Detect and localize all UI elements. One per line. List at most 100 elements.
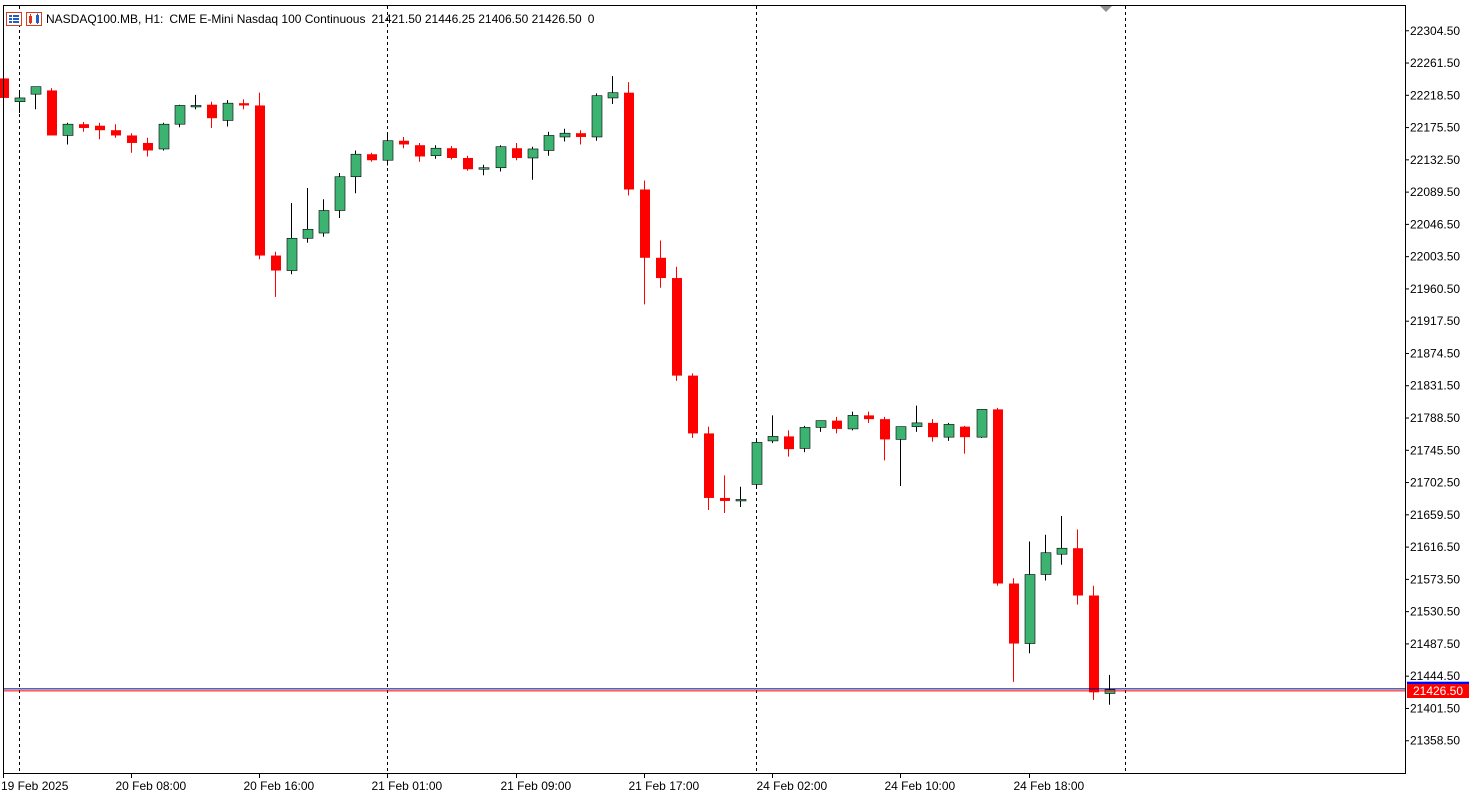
candle[interactable]	[478, 164, 490, 176]
candle[interactable]	[943, 422, 955, 441]
y-tick-label: 21960.50	[1410, 282, 1460, 296]
candle[interactable]	[591, 93, 603, 141]
candle[interactable]	[767, 415, 779, 444]
candle[interactable]	[1024, 541, 1036, 654]
candle[interactable]	[847, 411, 859, 431]
chart-ohlc: 21421.50 21446.25 21406.50 21426.50	[371, 12, 582, 26]
y-tick-label: 22089.50	[1410, 185, 1460, 199]
candle[interactable]	[143, 137, 153, 157]
candle[interactable]	[334, 172, 346, 219]
candle[interactable]	[704, 426, 714, 510]
candle[interactable]	[415, 142, 425, 162]
candle[interactable]	[527, 146, 539, 180]
candle[interactable]	[95, 122, 105, 140]
candle[interactable]	[576, 130, 586, 145]
candle[interactable]	[286, 203, 298, 275]
candle-body	[222, 102, 234, 121]
time-axis[interactable]: 19 Feb 2025 20 Feb 08:00 20 Feb 16:00 21 Fe…	[1, 773, 1085, 793]
candle[interactable]	[399, 136, 409, 149]
candle-body	[286, 237, 298, 271]
y-tick-label: 22218.50	[1410, 88, 1460, 102]
candle[interactable]	[832, 416, 842, 434]
candle-body	[158, 123, 170, 150]
candlestick-series[interactable]	[0, 76, 1116, 705]
candle[interactable]	[993, 407, 1003, 586]
one-click-trading-icon[interactable]	[26, 12, 42, 26]
candle[interactable]	[222, 100, 234, 127]
candle[interactable]	[1056, 515, 1068, 565]
candle[interactable]	[720, 475, 730, 513]
candle[interactable]	[1104, 674, 1116, 705]
chart-list-icon[interactable]	[6, 12, 22, 26]
candle[interactable]	[815, 420, 827, 432]
candle[interactable]	[190, 94, 202, 110]
candle[interactable]	[447, 145, 457, 160]
candle[interactable]	[127, 133, 137, 153]
candle[interactable]	[799, 425, 811, 453]
candle[interactable]	[382, 133, 394, 166]
candle[interactable]	[784, 430, 794, 457]
candle-body	[624, 92, 634, 190]
candle[interactable]	[656, 240, 666, 288]
candle[interactable]	[0, 78, 9, 98]
candle[interactable]	[624, 82, 634, 196]
candle[interactable]	[350, 150, 362, 194]
candle[interactable]	[640, 180, 650, 305]
candle[interactable]	[735, 486, 747, 507]
candle[interactable]	[1073, 529, 1083, 605]
chart-shift-marker-icon[interactable]	[1100, 6, 1112, 12]
candle[interactable]	[895, 426, 907, 486]
candle[interactable]	[880, 416, 890, 461]
candle[interactable]	[495, 145, 507, 172]
candle[interactable]	[1089, 585, 1099, 700]
candle-body	[591, 95, 603, 138]
candle[interactable]	[318, 199, 330, 237]
current-price-label-text: 21426.50	[1413, 684, 1463, 698]
candle[interactable]	[174, 104, 186, 128]
candle[interactable]	[367, 152, 377, 162]
candle[interactable]	[976, 409, 988, 438]
candle[interactable]	[239, 99, 249, 110]
candle[interactable]	[47, 88, 57, 136]
candle[interactable]	[62, 122, 74, 145]
candle-body	[334, 176, 346, 211]
candle-body	[847, 415, 859, 430]
candle[interactable]	[543, 131, 555, 156]
candle[interactable]	[463, 155, 473, 171]
candle[interactable]	[1040, 534, 1052, 581]
candle-body	[79, 124, 89, 128]
candle-body	[415, 145, 425, 157]
y-tick-label: 21530.50	[1410, 605, 1460, 619]
candle-body	[111, 130, 121, 136]
candle-body	[382, 140, 394, 161]
candle[interactable]	[207, 101, 217, 128]
candle[interactable]	[271, 251, 281, 297]
candle[interactable]	[960, 425, 970, 454]
y-tick-label: 21702.50	[1410, 476, 1460, 490]
candle[interactable]	[928, 419, 938, 442]
candle[interactable]	[255, 92, 265, 260]
candle[interactable]	[607, 76, 619, 104]
price-axis[interactable]: 22304.50 22261.50 22218.50 22175.50 22132.50…	[1405, 24, 1460, 748]
candle[interactable]	[14, 90, 26, 113]
candle[interactable]	[751, 438, 763, 489]
candle[interactable]	[688, 373, 698, 438]
y-tick-label: 22003.50	[1410, 250, 1460, 264]
candle[interactable]	[30, 86, 42, 110]
candle[interactable]	[1009, 578, 1019, 682]
candle-body	[784, 436, 794, 450]
candle[interactable]	[911, 405, 923, 432]
candle[interactable]	[559, 128, 571, 142]
candle[interactable]	[111, 124, 121, 138]
candle[interactable]	[430, 145, 442, 159]
candle-body	[607, 92, 619, 99]
candle[interactable]	[672, 266, 682, 381]
candle[interactable]	[512, 142, 522, 161]
candle[interactable]	[158, 122, 170, 151]
candle[interactable]	[864, 411, 874, 423]
candle-body	[911, 422, 923, 427]
candle-body	[720, 497, 730, 501]
candle[interactable]	[302, 187, 314, 243]
candle[interactable]	[79, 121, 89, 132]
